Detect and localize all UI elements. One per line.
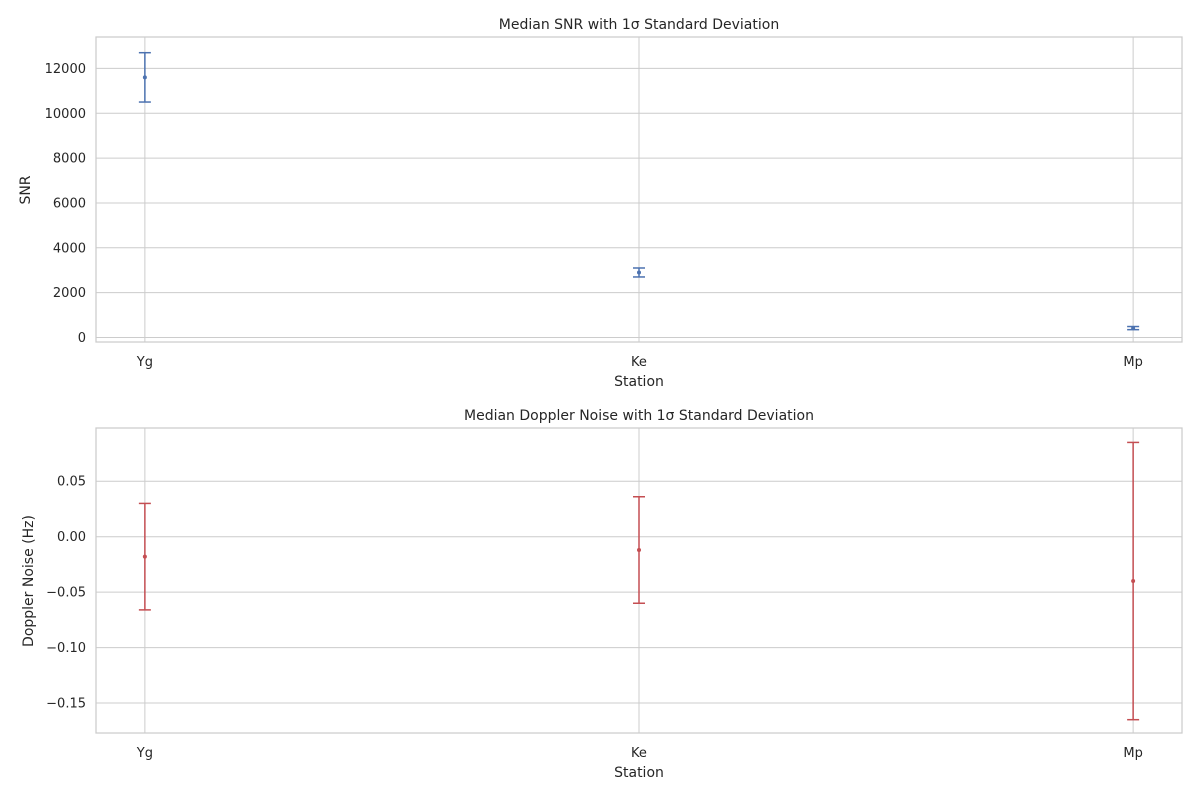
doppler-x-tick-label: Ke <box>631 746 647 761</box>
snr-y-tick-label: 6000 <box>53 196 86 211</box>
doppler-plot-frame <box>95 427 1183 734</box>
snr-chart-title: Median SNR with 1σ Standard Deviation <box>499 17 779 33</box>
doppler-median-point <box>142 554 147 559</box>
snr-x-tick-label: Yg <box>136 355 153 370</box>
doppler-marks <box>138 441 1140 721</box>
doppler-y-tick-label: −0.10 <box>46 641 86 656</box>
doppler-y-tick-label: 0.05 <box>57 475 86 490</box>
snr-x-tick-label: Mp <box>1123 355 1142 370</box>
snr-median-point <box>1131 326 1136 331</box>
doppler-panel: Yg Ke Mp −0.15 −0.10 −0.05 0.00 0.05 Median Do… <box>21 408 1183 781</box>
snr-y-tick-label: 4000 <box>53 241 86 256</box>
snr-y-ticks: 0 2000 4000 6000 8000 10000 12000 <box>45 62 86 346</box>
doppler-x-ticks: Yg Ke Mp <box>136 746 1143 761</box>
doppler-median-point <box>637 548 641 552</box>
snr-y-tick-label: 8000 <box>53 152 86 167</box>
doppler-y-axis-label: Doppler Noise (Hz) <box>21 515 37 647</box>
doppler-x-tick-label: Mp <box>1123 746 1142 761</box>
snr-y-tick-label: 10000 <box>45 107 86 122</box>
doppler-median-point <box>1131 579 1136 584</box>
snr-x-tick-label: Ke <box>631 355 647 370</box>
snr-y-tick-label: 2000 <box>53 286 86 301</box>
snr-x-axis-label: Station <box>614 374 664 390</box>
doppler-x-tick-label: Yg <box>136 746 153 761</box>
snr-marks <box>138 51 1140 331</box>
doppler-x-axis-label: Station <box>614 765 664 781</box>
snr-y-tick-label: 12000 <box>45 62 86 77</box>
doppler-y-ticks: −0.15 −0.10 −0.05 0.00 0.05 <box>46 475 86 712</box>
snr-x-ticks: Yg Ke Mp <box>136 355 1143 370</box>
doppler-chart-title: Median Doppler Noise with 1σ Standard De… <box>464 408 814 424</box>
snr-plot-frame <box>95 36 1183 343</box>
snr-median-point <box>637 270 641 275</box>
snr-median-point <box>142 75 147 80</box>
doppler-y-tick-label: −0.15 <box>46 697 86 712</box>
snr-y-tick-label: 0 <box>78 331 86 346</box>
snr-y-axis-label: SNR <box>18 175 34 204</box>
snr-gridlines <box>96 37 1182 342</box>
snr-panel: Yg Ke Mp 0 2000 4000 6000 8000 10000 12000 Media… <box>18 17 1183 390</box>
doppler-y-tick-label: 0.00 <box>57 530 86 545</box>
doppler-y-tick-label: −0.05 <box>46 586 86 601</box>
